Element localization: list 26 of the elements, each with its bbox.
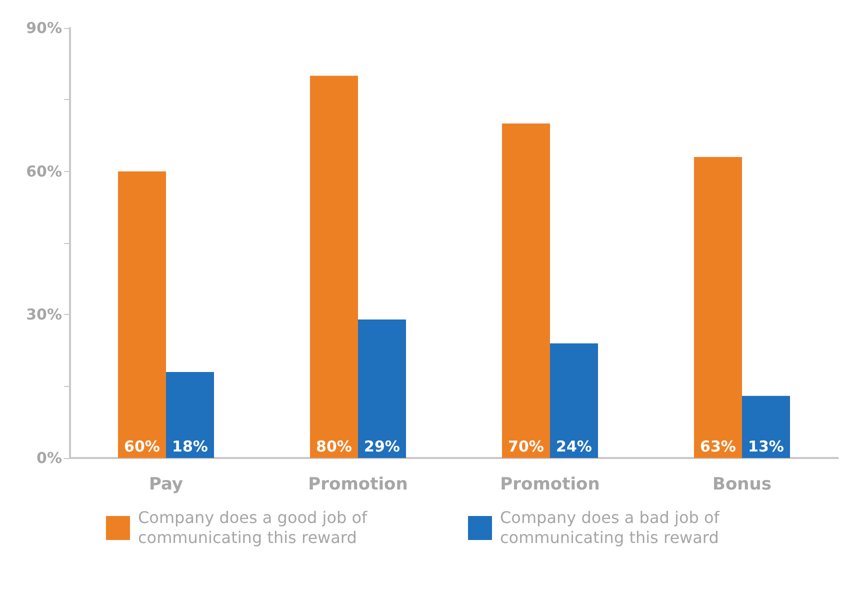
data-label: 70% xyxy=(508,438,544,456)
bar xyxy=(166,372,214,458)
y-tick-label: 90% xyxy=(26,19,62,37)
x-tick-label: Bonus xyxy=(712,474,772,494)
legend-label: Company does a bad job of communicating this reward xyxy=(500,508,721,548)
bar xyxy=(694,157,742,458)
data-label: 60% xyxy=(124,438,160,456)
y-tick-label: 60% xyxy=(26,162,62,180)
data-label: 63% xyxy=(700,438,736,456)
y-tick-label: 30% xyxy=(26,306,62,324)
data-label: 80% xyxy=(316,438,352,456)
data-label: 13% xyxy=(748,438,784,456)
bar xyxy=(118,171,166,458)
data-label: 18% xyxy=(172,438,208,456)
data-label: 29% xyxy=(364,438,400,456)
data-label: 24% xyxy=(556,438,592,456)
x-tick-label: Promotion xyxy=(500,474,600,494)
bar xyxy=(358,319,406,458)
x-tick-label: Pay xyxy=(148,474,184,494)
bar xyxy=(742,396,790,458)
bar xyxy=(310,76,358,458)
bar xyxy=(550,343,598,458)
bar xyxy=(502,124,550,458)
legend-label: Company does a good job of communicating this reward xyxy=(138,508,368,548)
x-tick-label: Promotion xyxy=(308,474,408,494)
y-tick-label: 0% xyxy=(36,449,62,467)
